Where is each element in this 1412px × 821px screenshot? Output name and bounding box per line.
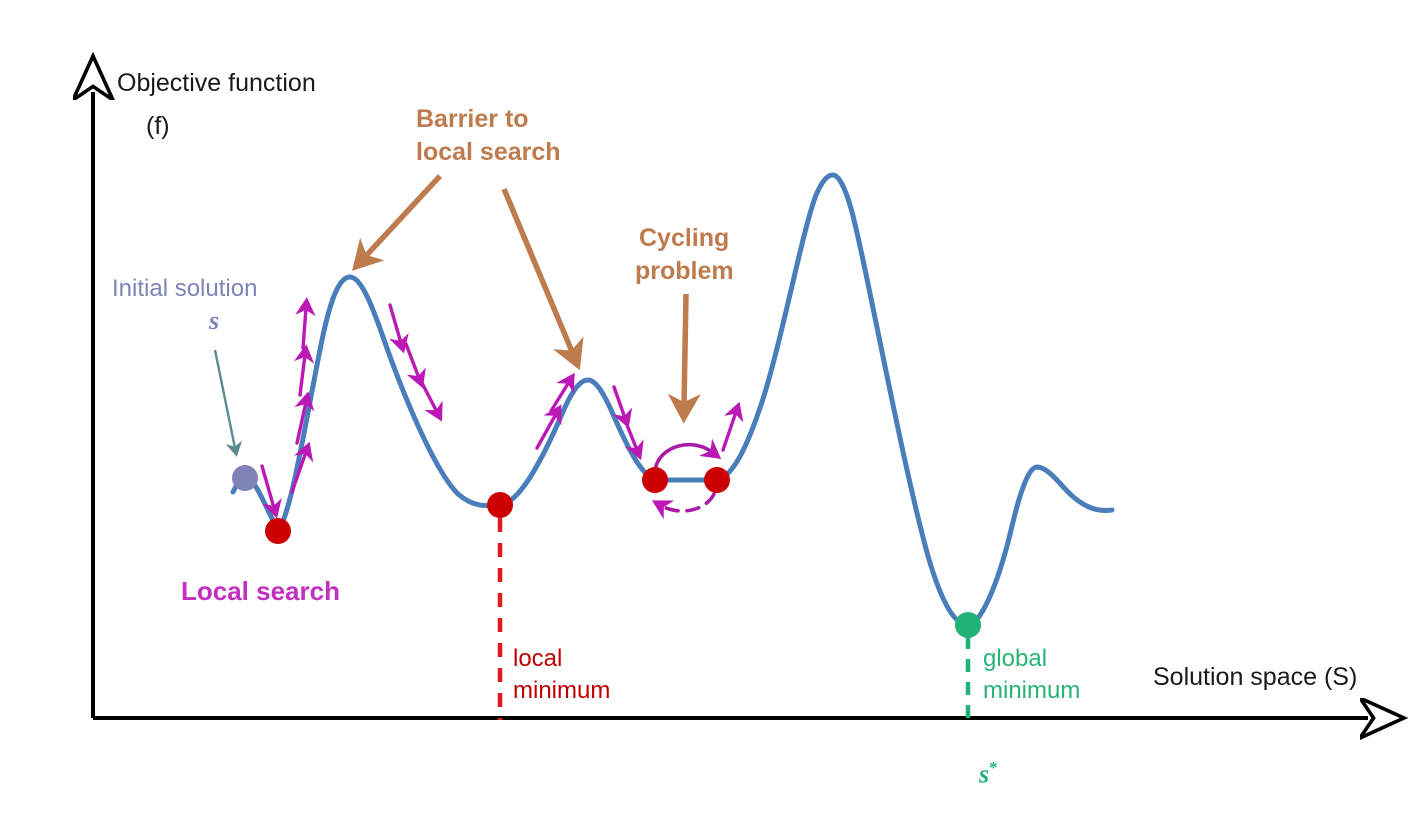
initial-solution-label: Initial solution (112, 275, 258, 302)
initial-solution-symbol: s (209, 306, 220, 335)
axis-group (93, 92, 1368, 718)
local-search-arrow-up-2 (294, 391, 315, 445)
global-minimum-symbol: s* (953, 727, 998, 821)
cycling-note-line2: problem (635, 257, 734, 285)
global-minimum-label-line2: minimum (983, 677, 1081, 704)
local-search-arrow-down-4 (612, 385, 633, 429)
cycling-arrow-to-plateau (667, 293, 701, 424)
local-search-arrows (260, 297, 744, 519)
initial-solution-dot[interactable] (232, 465, 258, 491)
local-min-dot-2[interactable] (487, 492, 513, 518)
local-search-arrow-up-4 (295, 297, 316, 350)
cycling-dot-left[interactable] (642, 467, 668, 493)
local-search-arrow-down-5 (623, 418, 644, 461)
local-search-arrow-down-2 (404, 342, 426, 389)
cycling-arc-forward (654, 438, 722, 468)
y-axis-label-sub: (f) (146, 112, 170, 140)
brown-pointer-arrows (352, 174, 701, 424)
local-search-arrow-up-7 (721, 401, 744, 452)
initial-solution-pointer (213, 349, 243, 457)
local-search-arrow-up-1 (290, 441, 314, 494)
global-minimum-symbol-base: s (979, 759, 990, 789)
x-axis-label: Solution space (S) (1153, 663, 1358, 691)
local-min-dot-1[interactable] (265, 518, 291, 544)
cycling-arrows (651, 438, 722, 520)
point-markers (232, 465, 981, 638)
cycling-dot-right[interactable] (704, 467, 730, 493)
initial-solution-arrow (213, 349, 243, 457)
global-minimum-label-line1: global (983, 645, 1048, 672)
barrier-note-line1: Barrier to (416, 105, 529, 133)
local-search-arrow-up-6 (549, 372, 575, 413)
barrier-arrow-to-peak-1 (352, 174, 443, 271)
local-search-label: Local search (181, 576, 340, 606)
global-min-dot[interactable] (955, 612, 981, 638)
local-search-arrow-up-5 (535, 404, 562, 450)
local-search-arrow-down-1 (388, 303, 409, 354)
cycling-arc-return (651, 492, 716, 520)
barrier-note-line2: local search (416, 138, 561, 166)
local-minimum-label-line2: minimum (513, 677, 611, 704)
global-minimum-symbol-star: * (989, 757, 998, 777)
y-axis-label: Objective function (117, 69, 316, 97)
local-minimum-label-line1: local (513, 645, 563, 672)
local-search-arrow-down-3 (419, 379, 443, 422)
barrier-arrow-to-peak-2 (501, 187, 584, 371)
local-search-arrow-up-3 (293, 344, 315, 397)
cycling-note-line1: Cycling (639, 224, 730, 252)
local-search-arrow-down-0 (260, 464, 282, 519)
